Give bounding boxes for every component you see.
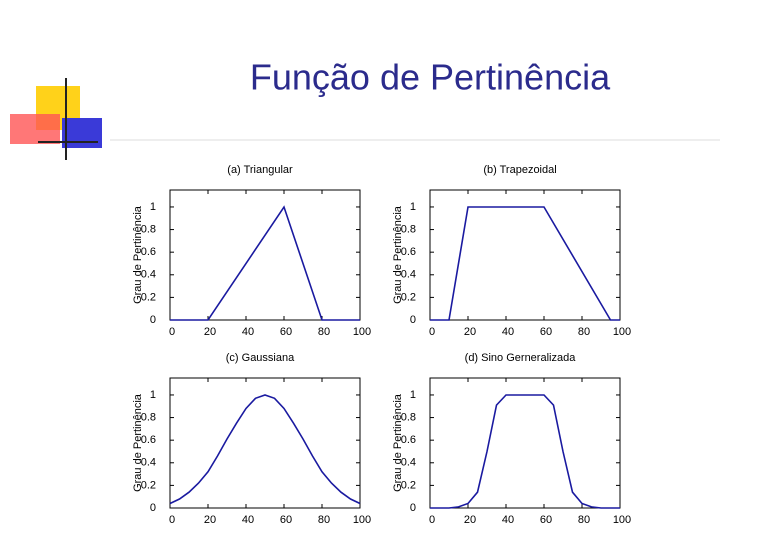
x-tick-label: 100 — [613, 326, 631, 338]
x-tick-label: 20 — [204, 326, 216, 338]
y-tick-label: 0 — [410, 502, 416, 514]
logo-decoration — [10, 78, 102, 160]
x-tick-label: 20 — [204, 514, 216, 526]
x-tick-label: 40 — [502, 514, 514, 526]
chart-title: (d) Sino Gerneralizada — [465, 352, 577, 364]
y-tick-label: 1 — [150, 389, 156, 401]
slide-title: Função de Pertinência — [250, 57, 611, 98]
x-tick-label: 80 — [318, 514, 330, 526]
axes-frame — [169, 189, 361, 321]
axes-frame — [169, 377, 361, 509]
x-tick-label: 60 — [280, 326, 292, 338]
y-axis-label: Grau de Pertinência — [392, 393, 404, 492]
x-tick-label: 60 — [540, 326, 552, 338]
x-tick-label: 40 — [242, 326, 254, 338]
chart-title: (c) Gaussiana — [226, 352, 295, 364]
membership-line — [170, 205, 360, 321]
y-tick-label: 0.8 — [401, 411, 416, 423]
y-tick-label: 0.4 — [401, 269, 416, 281]
y-tick-label: 0.2 — [401, 479, 416, 491]
y-tick-label: 0.2 — [141, 291, 156, 303]
y-tick-label: 0.6 — [401, 246, 416, 258]
x-tick-label: 100 — [353, 326, 371, 338]
y-tick-label: 0 — [150, 314, 156, 326]
y-tick-label: 0.4 — [141, 457, 156, 469]
x-tick-label: 40 — [502, 326, 514, 338]
y-tick-label: 0.8 — [141, 223, 156, 235]
y-tick-label: 0.4 — [401, 457, 416, 469]
y-tick-label: 0.2 — [401, 291, 416, 303]
y-tick-label: 0.6 — [141, 246, 156, 258]
x-tick-label: 0 — [429, 514, 435, 526]
x-tick-label: 60 — [540, 514, 552, 526]
y-tick-label: 0.6 — [141, 434, 156, 446]
y-axis-label: Grau de Pertinência — [132, 205, 144, 304]
x-tick-label: 80 — [578, 326, 590, 338]
y-tick-label: 1 — [410, 201, 416, 213]
chart-title: (b) Trapezoidal — [483, 164, 556, 176]
x-tick-label: 20 — [464, 514, 476, 526]
chart-title: (a) Triangular — [227, 164, 293, 176]
membership-line — [430, 394, 620, 509]
x-tick-label: 20 — [464, 326, 476, 338]
y-tick-label: 0.2 — [141, 479, 156, 491]
y-tick-label: 0 — [150, 502, 156, 514]
x-tick-label: 100 — [613, 514, 631, 526]
red-square — [10, 114, 60, 144]
x-tick-label: 80 — [578, 514, 590, 526]
y-tick-label: 0.4 — [141, 269, 156, 281]
y-axis-label: Grau de Pertinência — [132, 393, 144, 492]
x-tick-label: 0 — [169, 514, 175, 526]
y-axis-label: Grau de Pertinência — [392, 205, 404, 304]
x-tick-label: 0 — [169, 326, 175, 338]
x-tick-label: 40 — [242, 514, 254, 526]
membership-line — [169, 394, 361, 505]
x-tick-label: 0 — [429, 326, 435, 338]
axes-frame — [429, 377, 621, 509]
blue-square — [62, 118, 102, 148]
x-tick-label: 80 — [318, 326, 330, 338]
y-tick-label: 0.8 — [401, 223, 416, 235]
y-tick-label: 0.8 — [141, 411, 156, 423]
axes-frame — [429, 189, 621, 321]
y-tick-label: 0 — [410, 314, 416, 326]
y-tick-label: 0.6 — [401, 434, 416, 446]
x-tick-label: 60 — [280, 514, 292, 526]
y-tick-label: 1 — [150, 201, 156, 213]
y-tick-label: 1 — [410, 389, 416, 401]
x-tick-label: 100 — [353, 514, 371, 526]
membership-line — [430, 206, 620, 321]
